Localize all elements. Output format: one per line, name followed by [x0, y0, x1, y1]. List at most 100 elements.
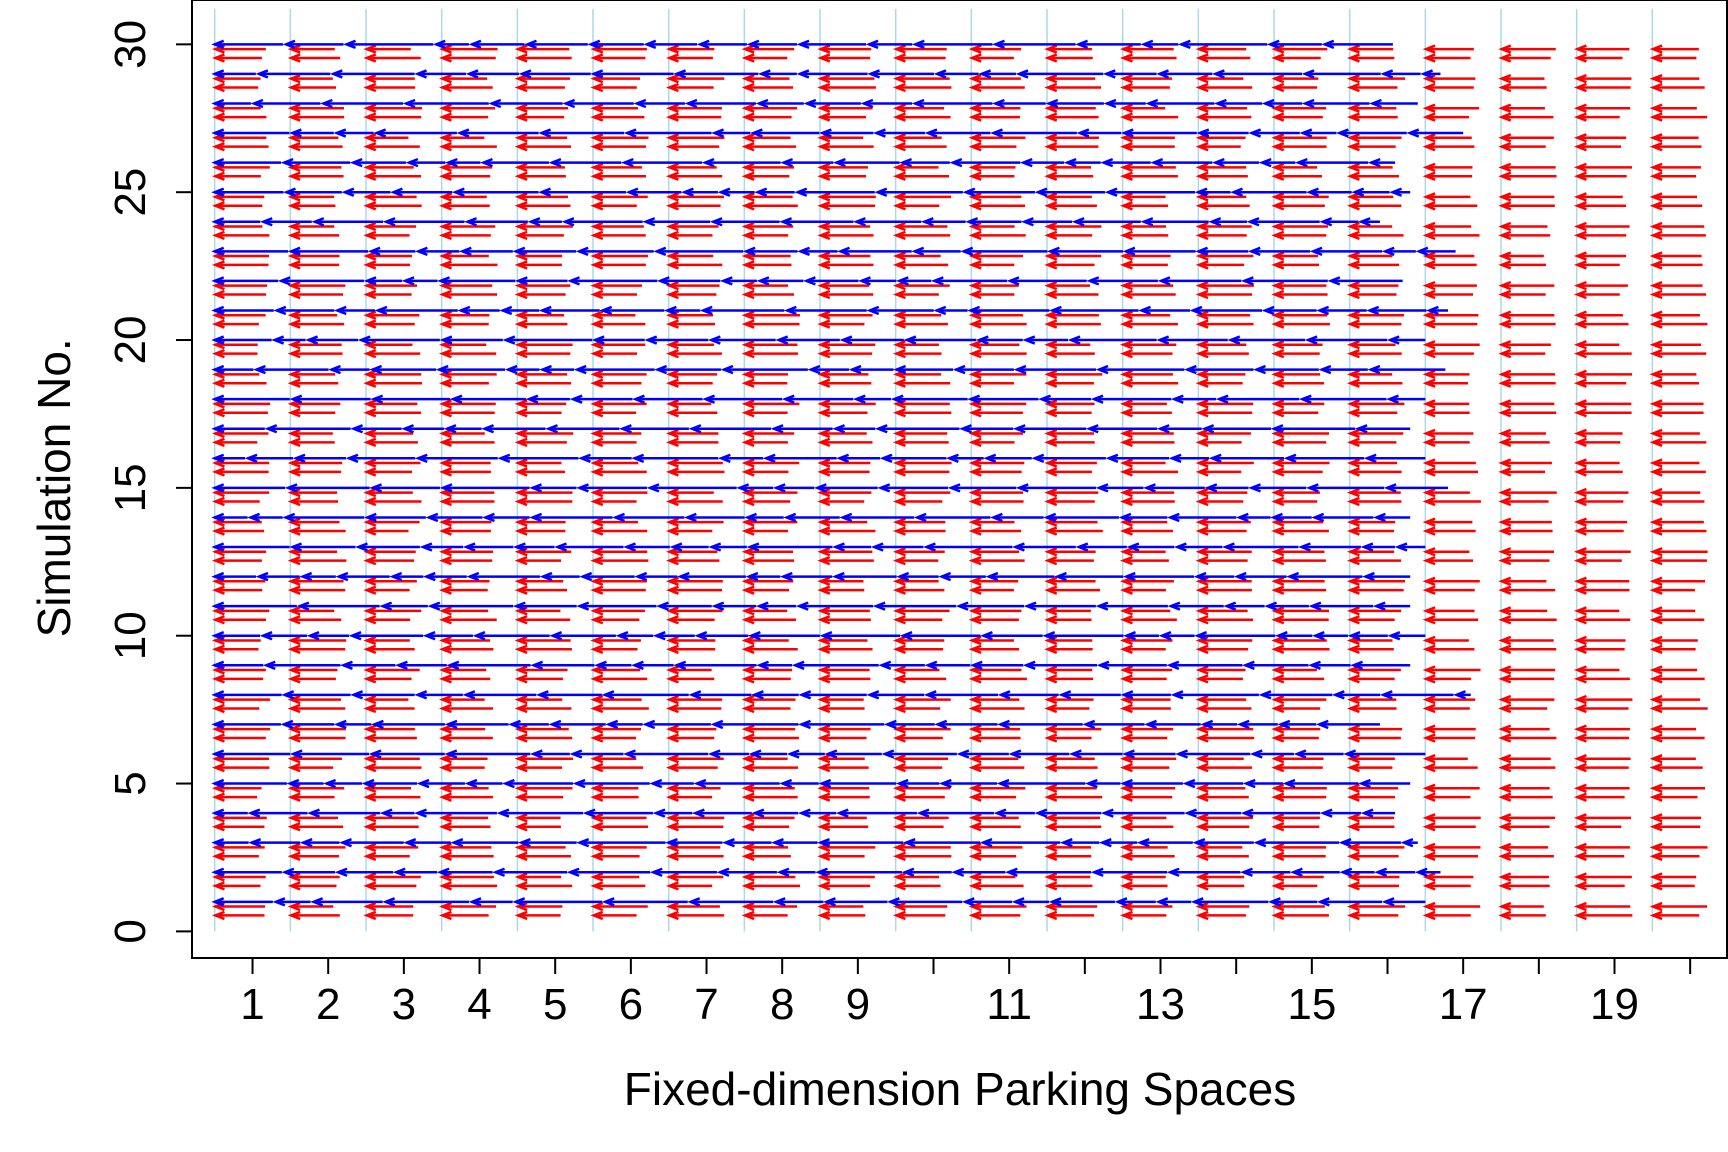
blue-arrow — [947, 483, 1017, 493]
blue-arrow — [802, 276, 859, 286]
red-arrow — [363, 762, 422, 773]
red-arrow — [817, 201, 876, 211]
red-arrow — [1119, 665, 1173, 675]
blue-arrow — [656, 276, 721, 286]
red-arrow — [741, 201, 798, 211]
red-arrow — [1119, 615, 1177, 625]
red-arrow — [665, 517, 724, 527]
red-arrow — [590, 103, 639, 113]
blue-arrow — [1357, 217, 1380, 227]
blue-arrow — [922, 542, 1013, 552]
red-arrow — [665, 703, 722, 714]
red-arrow — [590, 348, 637, 359]
red-arrow — [1649, 606, 1696, 616]
blue-arrow — [858, 276, 897, 286]
red-arrow — [1271, 53, 1321, 63]
blue-arrow — [1293, 749, 1344, 759]
red-arrow — [514, 458, 562, 468]
red-arrow — [1573, 310, 1623, 320]
red-arrow — [1346, 280, 1399, 291]
blue-arrow — [1420, 69, 1441, 79]
red-arrow — [741, 458, 800, 468]
red-arrow — [1422, 378, 1468, 388]
red-arrow — [1195, 644, 1249, 654]
blue-arrow — [818, 778, 897, 789]
red-arrow — [1649, 340, 1702, 350]
red-arrow — [1573, 851, 1625, 861]
blue-arrow — [1240, 276, 1328, 286]
red-arrow — [817, 754, 865, 764]
blue-arrow — [1102, 69, 1157, 79]
blue-arrow — [653, 246, 744, 256]
blue-arrow — [1170, 690, 1259, 700]
blue-arrow — [997, 719, 1083, 730]
red-arrow — [1346, 348, 1402, 359]
blue-arrow — [1120, 128, 1197, 138]
blue-arrow — [683, 512, 745, 523]
red-arrow — [363, 53, 421, 63]
red-arrow — [665, 496, 723, 507]
red-arrow — [287, 340, 342, 350]
blue-arrow — [710, 719, 799, 730]
red-arrow — [1573, 703, 1629, 714]
red-arrow — [590, 644, 638, 654]
blue-arrow — [1298, 394, 1387, 404]
blue-arrow — [1004, 867, 1092, 877]
red-arrow — [1422, 133, 1472, 143]
red-arrow — [1573, 230, 1627, 241]
red-arrow — [1573, 289, 1620, 300]
red-arrow — [741, 467, 789, 477]
red-arrow — [1346, 171, 1399, 181]
red-arrow — [1119, 606, 1171, 616]
blue-arrow — [669, 542, 709, 552]
red-arrow — [968, 437, 1015, 448]
red-arrow — [287, 162, 342, 173]
red-arrow — [590, 53, 646, 63]
red-arrow — [1044, 53, 1093, 63]
x-axis: 1 2 3 4 5 6 7 8 9 11 13 15 17 19 — [240, 957, 1692, 1029]
red-arrow — [1271, 615, 1329, 625]
red-arrow — [968, 733, 1021, 743]
blue-arrow — [1215, 394, 1300, 404]
red-arrow — [439, 615, 497, 625]
red-arrow — [363, 606, 422, 616]
blue-arrow — [401, 276, 438, 286]
red-arrow — [590, 192, 648, 202]
red-arrow — [892, 674, 947, 684]
red-arrow — [1422, 526, 1476, 536]
red-arrow — [1422, 694, 1476, 705]
red-arrow — [1119, 171, 1178, 181]
red-arrow — [892, 665, 940, 675]
blue-arrow — [813, 483, 878, 493]
blue-arrow — [1406, 128, 1464, 138]
red-arrow — [892, 192, 952, 202]
red-arrow — [1649, 674, 1705, 684]
blue-arrow — [1177, 39, 1268, 50]
red-arrow — [1271, 73, 1319, 84]
red-arrow — [1346, 53, 1395, 63]
red-arrow — [1271, 851, 1326, 861]
red-arrow — [968, 82, 1025, 93]
red-arrow — [968, 635, 1014, 646]
y-tick-label: 10 — [106, 611, 155, 660]
red-arrow — [1119, 458, 1166, 468]
blue-arrow — [872, 128, 925, 138]
red-arrow — [817, 408, 868, 418]
red-arrow — [1044, 703, 1090, 714]
red-arrow — [1498, 792, 1553, 802]
blue-arrow — [414, 246, 460, 256]
blue-arrow — [992, 39, 1076, 50]
red-arrow — [665, 458, 723, 468]
red-arrow — [817, 606, 870, 616]
red-arrow — [741, 369, 788, 379]
red-arrow — [1044, 201, 1097, 211]
red-arrow — [514, 813, 561, 823]
red-arrow — [363, 103, 422, 113]
red-arrow — [1422, 842, 1481, 853]
x-tick-label: 5 — [543, 980, 567, 1029]
red-arrow — [1346, 724, 1403, 734]
red-arrow — [1649, 703, 1708, 714]
blue-arrow — [333, 128, 374, 138]
red-arrow — [1271, 141, 1327, 152]
red-arrow — [287, 665, 338, 675]
